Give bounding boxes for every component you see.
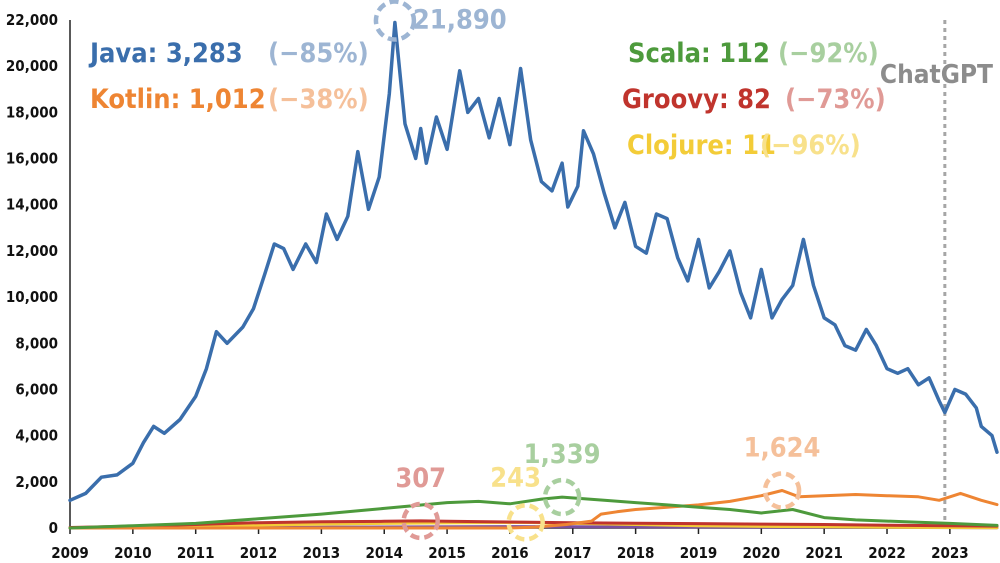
series-line-kotlin bbox=[68, 489, 999, 530]
peak-label-scala: 1,339 bbox=[524, 439, 601, 470]
legend-name: Java bbox=[88, 38, 148, 69]
y-tick-label: 16,000 bbox=[6, 150, 58, 168]
y-tick-label: 22,000 bbox=[6, 11, 58, 29]
series-line-scala bbox=[68, 495, 999, 530]
x-tick-label: 2013 bbox=[303, 544, 341, 562]
chatgpt-marker-label: ChatGPT bbox=[880, 60, 993, 90]
y-tick-label: 18,000 bbox=[6, 103, 58, 121]
x-tick-label: 2010 bbox=[114, 544, 152, 562]
peak-label-kotlin: 1,624 bbox=[744, 433, 821, 464]
legend-separator: : bbox=[171, 84, 189, 115]
y-tick-label: 6,000 bbox=[15, 380, 58, 398]
x-tick-label: 2022 bbox=[868, 544, 906, 562]
y-tick-label: 14,000 bbox=[6, 196, 58, 214]
y-tick-label: 2,000 bbox=[15, 473, 58, 491]
x-tick-label: 2012 bbox=[240, 544, 278, 562]
legend-change-kotlin: (−38%) bbox=[268, 84, 369, 115]
legend-separator: : bbox=[719, 84, 737, 115]
peak-label-clojure: 243 bbox=[490, 462, 541, 493]
legend-value: 11 bbox=[742, 130, 776, 161]
peak-annotations: 21,890 1,624 1,339 307 243 bbox=[373, 0, 821, 542]
legend-separator: : bbox=[724, 130, 742, 161]
x-tick-label: 2017 bbox=[554, 544, 592, 562]
legend-change-java: (−85%) bbox=[268, 38, 369, 69]
legend-entry-clojure: Clojure: 11 bbox=[627, 130, 776, 161]
series-line-groovy bbox=[68, 519, 999, 529]
legend-separator: : bbox=[148, 38, 166, 69]
legend-entry-java: Java: 3,283 bbox=[88, 38, 243, 69]
legend: Java: 3,283 (−85%)Kotlin: 1,012 (−38%)Scal… bbox=[88, 38, 886, 161]
peak-marker-java bbox=[373, 0, 417, 42]
legend-name: Scala bbox=[628, 38, 701, 69]
x-tick-label: 2020 bbox=[743, 544, 781, 562]
legend-value: 112 bbox=[719, 38, 770, 69]
legend-change-clojure: (−96%) bbox=[760, 130, 861, 161]
legend-value: 1,012 bbox=[189, 84, 266, 115]
y-tick-label: 0 bbox=[49, 519, 58, 537]
series-line-java bbox=[68, 20, 999, 503]
x-tick-label: 2009 bbox=[51, 544, 89, 562]
x-tick-label: 2016 bbox=[491, 544, 529, 562]
peak-label-java: 21,890 bbox=[413, 5, 507, 36]
x-tick-label: 2018 bbox=[617, 544, 655, 562]
legend-change-groovy: (−73%) bbox=[785, 84, 886, 115]
legend-entry-kotlin: Kotlin: 1,012 bbox=[90, 84, 266, 115]
x-tick-label: 2023 bbox=[931, 544, 969, 562]
legend-value: 82 bbox=[737, 84, 771, 115]
peak-marker-scala bbox=[542, 477, 582, 517]
y-tick-label: 8,000 bbox=[15, 334, 58, 352]
y-tick-label: 4,000 bbox=[15, 427, 58, 445]
peak-label-groovy: 307 bbox=[395, 463, 446, 494]
peak-marker-clojure bbox=[506, 503, 545, 542]
x-tick-label: 2014 bbox=[365, 544, 403, 562]
legend-name: Groovy bbox=[622, 84, 719, 115]
axes: 0 2,000 4,000 6,000 8,000 10,000 12,000 14,000 1… bbox=[6, 11, 997, 562]
legend-change-scala: (−92%) bbox=[778, 38, 879, 69]
chatgpt-marker: ChatGPT bbox=[880, 20, 993, 528]
x-tick-label: 2019 bbox=[680, 544, 718, 562]
legend-separator: : bbox=[701, 38, 719, 69]
legend-name: Kotlin bbox=[90, 84, 171, 115]
legend-name: Clojure bbox=[627, 130, 724, 161]
peak-marker-groovy bbox=[401, 501, 440, 541]
legend-value: 3,283 bbox=[166, 38, 243, 69]
y-tick-label: 20,000 bbox=[6, 57, 58, 75]
y-tick-label: 10,000 bbox=[6, 288, 58, 306]
peak-marker-kotlin bbox=[762, 471, 802, 510]
x-tick-label: 2021 bbox=[805, 544, 843, 562]
x-tick-label: 2015 bbox=[428, 544, 466, 562]
y-tick-label: 12,000 bbox=[6, 242, 58, 260]
x-tick-label: 2011 bbox=[177, 544, 215, 562]
legend-entry-scala: Scala: 112 bbox=[628, 38, 770, 69]
legend-entry-groovy: Groovy: 82 bbox=[622, 84, 771, 115]
